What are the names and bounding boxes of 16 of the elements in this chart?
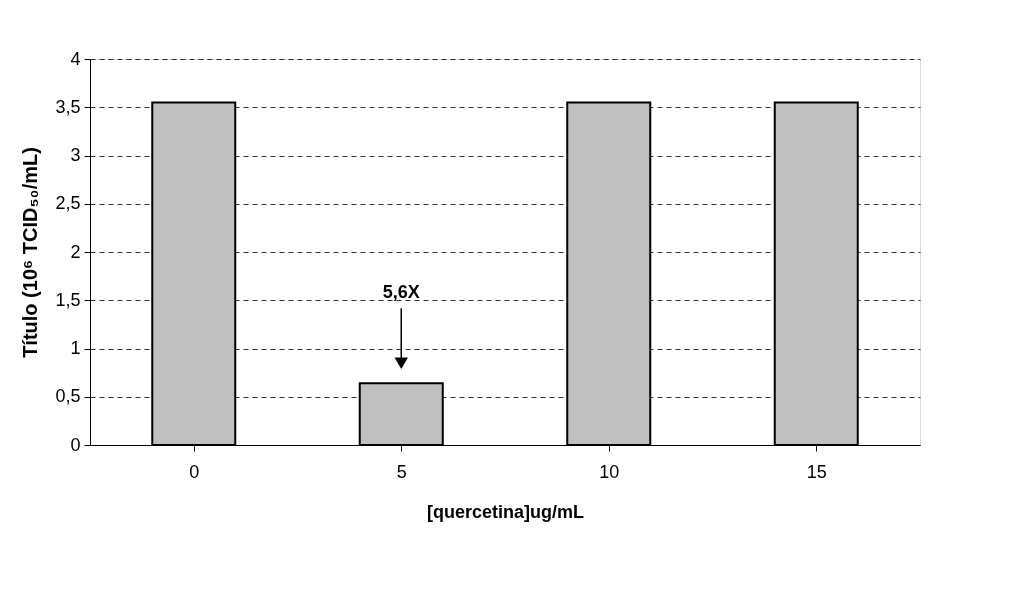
x-tick-label: 10: [599, 461, 620, 482]
y-tick-label: 4: [70, 48, 81, 69]
y-tick-label: 1: [70, 338, 81, 358]
y-tick-label: 0: [70, 434, 81, 455]
x-tick-label: 15: [806, 461, 827, 482]
y-tick-label: 2,5: [55, 193, 81, 214]
x-tick-label: 5: [396, 461, 407, 482]
y-tick-label: 0,5: [55, 386, 81, 407]
y-tick-label: 3,5: [55, 96, 81, 117]
annotation: 5,6X: [382, 282, 420, 303]
x-axis-title: [quercetina]ug/mL: [426, 501, 585, 522]
y-tick-label: 1,5: [55, 289, 81, 310]
y-axis-title: Título (10⁶ TCID₅₀/mL): [19, 147, 42, 358]
x-tick-label: 0: [189, 461, 200, 482]
y-tick-label: 2: [70, 241, 81, 262]
y-tick-label: 3: [70, 145, 81, 165]
